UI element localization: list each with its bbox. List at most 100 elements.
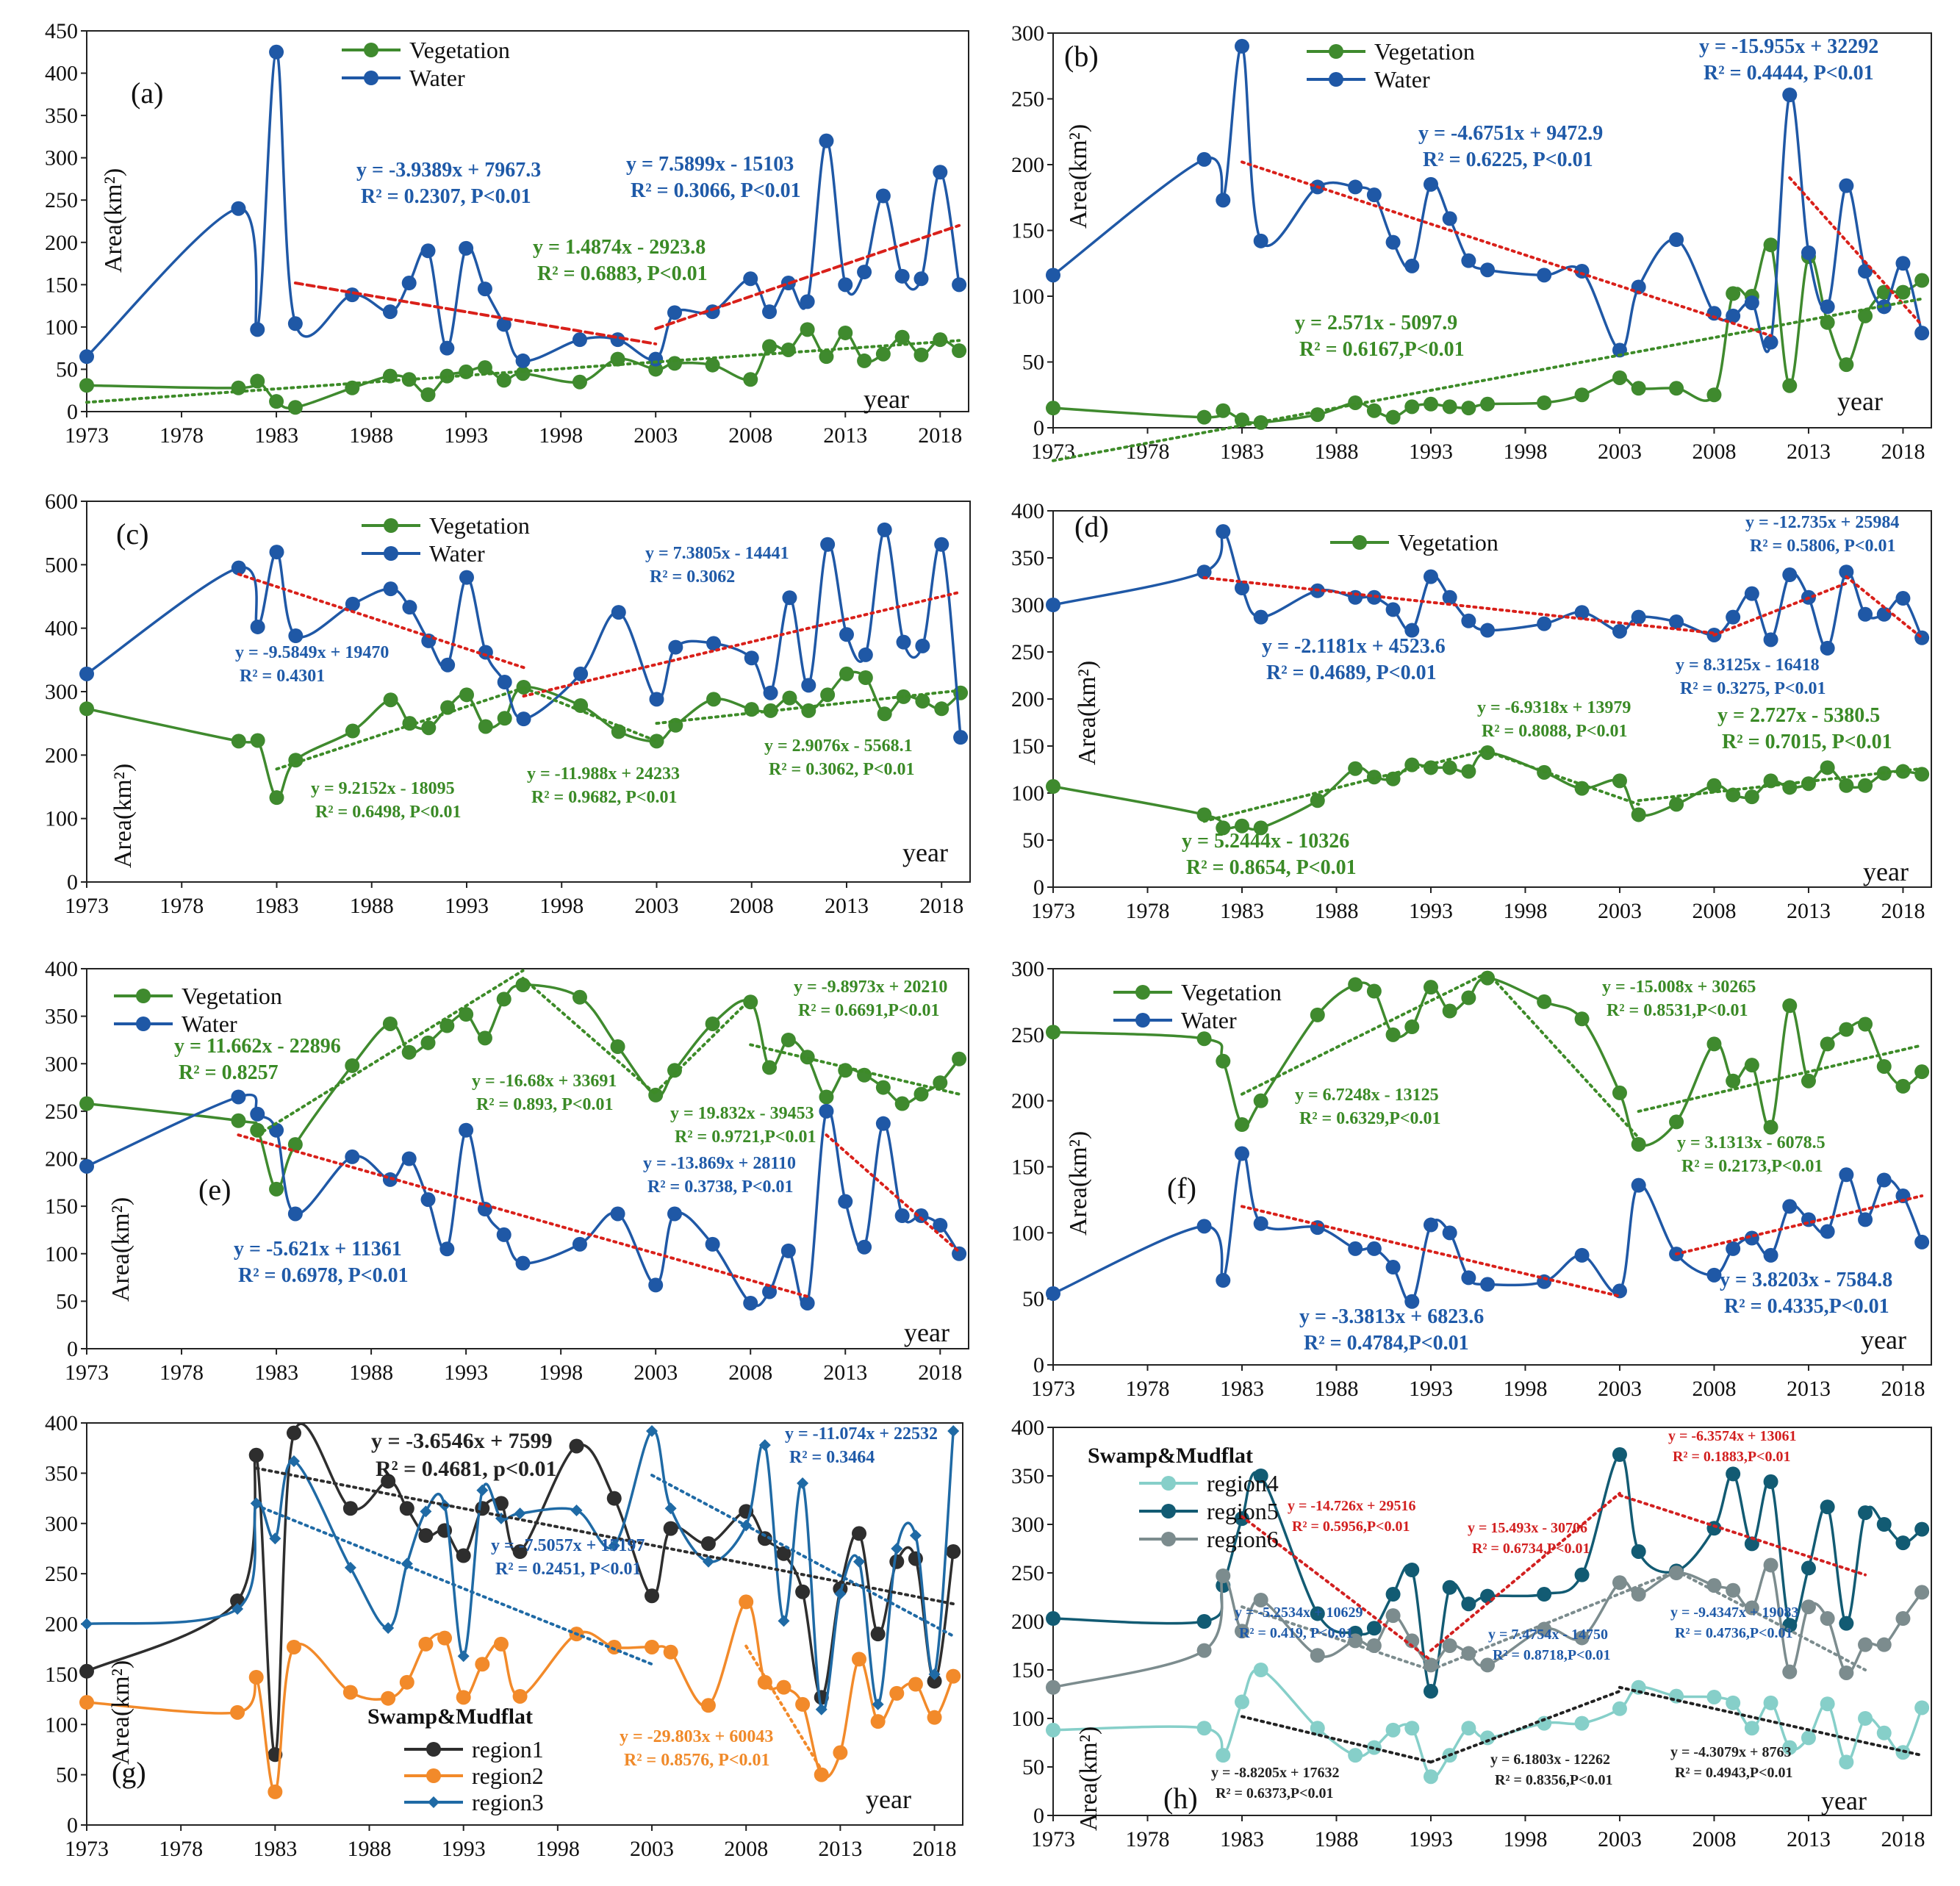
data-point (894, 1096, 910, 1111)
data-point (894, 1208, 910, 1224)
y-tick-label: 150 (1011, 1658, 1044, 1682)
data-point (1196, 1643, 1212, 1658)
data-point (515, 353, 531, 368)
regression-annotation: y = 19.832x - 39453 (670, 1104, 814, 1123)
regression-annotation: R² = 0.4335,P<0.01 (1724, 1295, 1889, 1318)
data-point (459, 240, 474, 256)
data-point (1858, 1212, 1873, 1227)
data-point (1839, 1022, 1854, 1037)
data-point (1858, 778, 1873, 793)
x-tick-label: 1993 (444, 1360, 488, 1385)
data-point (287, 1206, 303, 1222)
data-point (1914, 1521, 1930, 1537)
data-point (1763, 1557, 1778, 1573)
trend-line (1429, 1690, 1621, 1764)
data-point (1669, 1566, 1684, 1580)
legend-swatch-marker (1329, 44, 1343, 59)
data-point (1914, 273, 1930, 288)
data-point (1669, 1688, 1684, 1704)
data-point (1782, 998, 1798, 1014)
data-point (1216, 1748, 1231, 1763)
data-point (1612, 343, 1627, 358)
data-point (757, 1674, 772, 1690)
regression-annotation: R² = 0.9721,P<0.01 (675, 1127, 816, 1147)
regression-annotation: R² = 0.4943,P<0.01 (1675, 1765, 1792, 1781)
data-point (1744, 586, 1759, 601)
data-point (1820, 640, 1835, 656)
data-point (515, 366, 531, 381)
data-point (1442, 211, 1457, 226)
x-tick-label: 1973 (65, 894, 109, 918)
data-point (858, 647, 873, 662)
data-point (477, 282, 492, 297)
regression-annotation: y = 6.7248x - 13125 (1295, 1086, 1439, 1105)
data-point (382, 304, 398, 320)
regression-annotation: y = 11.662x - 22896 (174, 1035, 341, 1058)
data-point (1895, 284, 1911, 300)
data-point (1669, 381, 1684, 396)
data-point (1706, 1689, 1722, 1704)
data-point (496, 373, 511, 388)
data-point (762, 339, 778, 354)
x-tick-label: 1988 (1314, 1827, 1358, 1851)
legend-swatch-marker (384, 546, 398, 561)
x-tick-label: 2008 (1692, 440, 1736, 464)
data-point (496, 317, 511, 332)
data-point (834, 1588, 847, 1600)
data-point (889, 1554, 905, 1569)
data-point (439, 368, 455, 384)
data-point (1782, 1664, 1798, 1679)
regression-annotation: y = 6.1803x - 12262 (1490, 1751, 1610, 1768)
regression-annotation: y = 7.5899x - 15103 (626, 153, 794, 176)
x-tick-label: 2003 (1598, 440, 1642, 464)
x-tick-label: 2008 (724, 1837, 768, 1861)
data-point (663, 1521, 678, 1536)
data-point (1216, 1273, 1231, 1288)
x-tick-label: 2008 (730, 894, 774, 918)
data-point (667, 1063, 682, 1078)
data-point (782, 690, 797, 706)
data-point (1404, 258, 1420, 273)
series-line-region2 (86, 1600, 955, 1793)
x-tick-label: 1978 (1125, 899, 1169, 923)
data-point (1726, 1695, 1741, 1710)
x-tick-label: 1998 (1503, 1827, 1547, 1851)
trend-line (1202, 748, 1490, 823)
trend-line (1637, 1044, 1924, 1114)
data-point (1348, 1748, 1363, 1763)
data-point (1404, 1633, 1420, 1649)
data-point (569, 1438, 584, 1454)
y-tick-label: 200 (45, 743, 78, 767)
data-point (1782, 1618, 1798, 1633)
data-point (889, 1685, 905, 1701)
panel-c: 0 100 200 300 400 500 600 1973 1978 1983 1988 1993 1… (45, 490, 971, 918)
trend-line (1486, 971, 1640, 1139)
x-tick-label: 2003 (1598, 899, 1642, 923)
x-axis-label: year (866, 1785, 911, 1814)
data-point (743, 994, 758, 1010)
data-point (231, 734, 246, 749)
data-point (439, 1241, 455, 1257)
data-point (382, 1621, 395, 1634)
data-point (819, 133, 834, 148)
trend-line (1202, 576, 1716, 635)
x-axis-label: year (1863, 857, 1909, 886)
legend-swatch-marker (1135, 985, 1150, 1000)
data-point (1763, 773, 1778, 789)
data-point (1253, 1093, 1268, 1108)
regression-annotation: R² = 0.6373,P<0.01 (1216, 1785, 1333, 1801)
x-tick-label: 1988 (349, 1360, 393, 1385)
data-point (852, 1652, 867, 1667)
data-point (514, 1507, 526, 1520)
y-tick-label: 50 (56, 1289, 78, 1313)
x-axis-label: year (1821, 1786, 1867, 1815)
data-point (493, 1636, 509, 1652)
data-point (1574, 1011, 1590, 1027)
regression-annotation: y = 15.493x - 30706 (1468, 1520, 1587, 1536)
y-tick-label: 400 (45, 62, 78, 86)
legend-label: Water (409, 65, 465, 91)
trend-line (1240, 1205, 1621, 1298)
regression-annotation: y = -9.5849x + 19470 (235, 643, 389, 662)
data-point (515, 977, 531, 992)
data-point (833, 1745, 848, 1760)
